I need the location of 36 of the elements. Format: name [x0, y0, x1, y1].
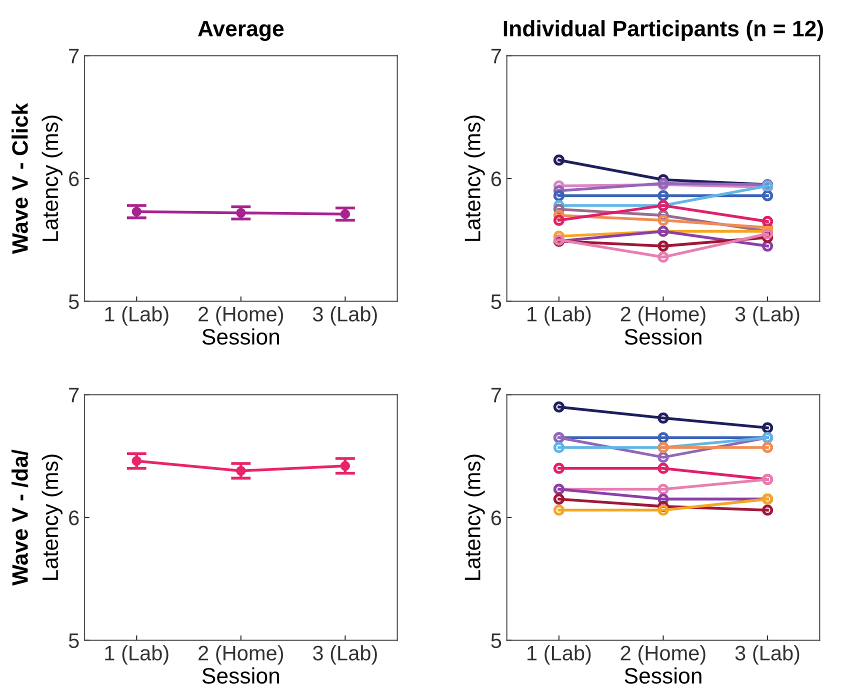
y-tick-label: 6 — [491, 172, 502, 186]
x-axis-title: Session — [624, 328, 702, 345]
y-tick-label: 5 — [491, 634, 502, 648]
x-tick-label: 3 (Lab) — [735, 645, 800, 665]
y-tick-label: 7 — [491, 388, 501, 402]
y-axis-title: Latency (ms) — [42, 116, 62, 241]
y-tick-label: 7 — [491, 48, 501, 64]
x-axis-title: Session — [624, 667, 702, 684]
x-tick-label: 1 (Lab) — [105, 306, 168, 326]
x-tick-label: 1 (Lab) — [528, 306, 591, 326]
x-tick-label: 2 (Home) — [198, 645, 284, 665]
y-tick-label: 6 — [491, 510, 502, 526]
y-axis-title: Latency (ms) — [464, 454, 485, 580]
x-tick-label: 2 (Home) — [620, 306, 706, 326]
x-axis-title: Session — [202, 667, 280, 684]
x-axis-title: Session — [202, 328, 280, 345]
chart-title: Average — [198, 20, 284, 41]
y-tick-label: 7 — [69, 48, 79, 64]
x-tick-label: 2 (Home) — [620, 645, 706, 665]
x-tick-label: 3 (Lab) — [735, 306, 800, 326]
x-tick-label: 3 (Lab) — [312, 306, 377, 326]
y-tick-label: 6 — [69, 172, 79, 186]
x-tick-label: 1 (Lab) — [105, 645, 168, 665]
x-tick-label: 1 (Lab) — [528, 645, 591, 665]
y-tick-label: 5 — [491, 294, 502, 310]
y-tick-label: 5 — [68, 294, 79, 310]
y-axis-title: Latency (ms) — [42, 454, 62, 580]
y-tick-label: 7 — [69, 388, 79, 402]
chart-title: Individual Participants (n = 12) — [504, 20, 823, 41]
x-tick-label: 3 (Lab) — [312, 645, 377, 665]
y-tick-label: 5 — [68, 634, 79, 648]
text: Wave V - /da/ — [12, 450, 28, 586]
y-axis-title: Latency (ms) — [464, 116, 485, 241]
y-tick-label: 6 — [69, 510, 79, 526]
text: Wave V - Click — [12, 102, 28, 254]
x-tick-label: 2 (Home) — [198, 306, 284, 326]
